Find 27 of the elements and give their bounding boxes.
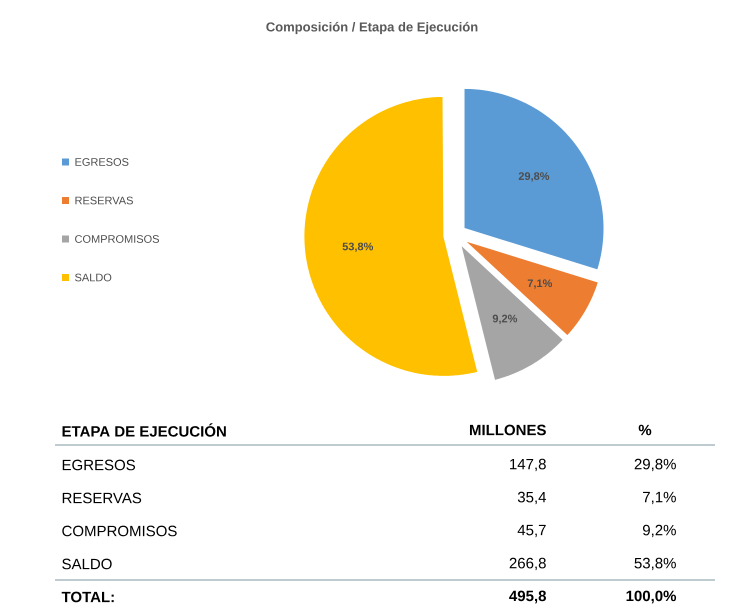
text: TOTAL:	[62, 592, 114, 602]
text: 147,8	[510, 458, 546, 472]
data-label: 29,8%	[518, 172, 550, 182]
chart-title: Composición / Etapa de Ejecución	[266, 22, 478, 34]
text: 35,4	[518, 492, 546, 504]
category-label: COMPROMISOS	[62, 526, 177, 536]
legend-label: COMPROMISOS	[75, 235, 159, 243]
text: 53,8%	[634, 558, 676, 570]
text: 29,8%	[634, 458, 676, 472]
data-label: 53,8%	[342, 242, 374, 252]
legend-label: RESERVAS	[75, 196, 133, 204]
category-label: SALDO	[62, 558, 112, 570]
text: 45,7	[518, 524, 546, 538]
legend-label: EGRESOS	[75, 158, 128, 166]
text: 9,2%	[642, 524, 676, 538]
text: 7,1%	[643, 492, 676, 504]
data-label: 9,2%	[492, 314, 518, 324]
category-label: RESERVAS	[62, 492, 142, 504]
text: 100,0%	[626, 590, 676, 604]
text: 266,8	[510, 558, 546, 570]
legend-label: SALDO	[75, 274, 112, 282]
data-label: 7,1%	[528, 279, 552, 289]
text: 495,8	[509, 590, 546, 604]
text: MILLONES	[470, 424, 546, 436]
text: %	[638, 424, 652, 436]
category-label: EGRESOS	[62, 460, 136, 470]
text: ETAPA DE EJECUCIÓN	[62, 423, 226, 437]
